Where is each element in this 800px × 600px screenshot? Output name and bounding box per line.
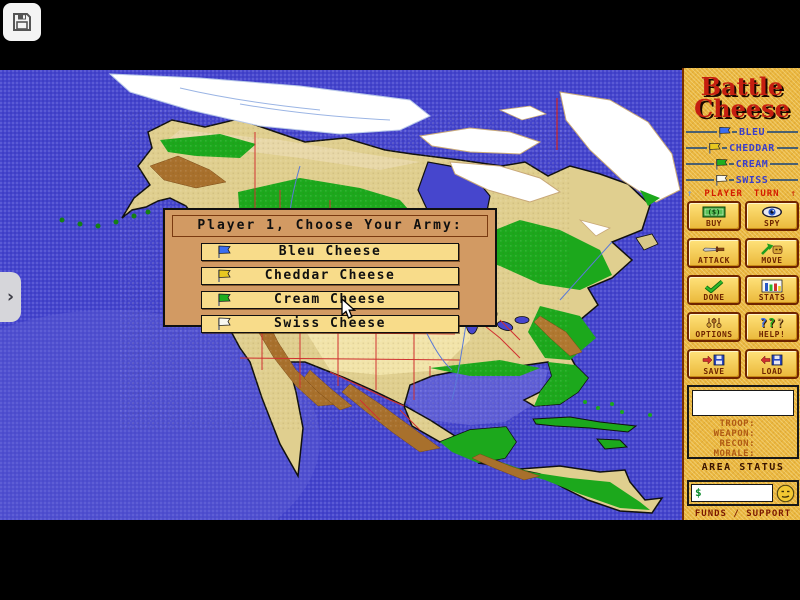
bleu-flag-icon [719, 126, 731, 138]
command-buttons: ($) BUY SPY [687, 201, 799, 379]
options-button[interactable]: OPTIONS [687, 312, 741, 342]
load-button[interactable]: LOAD [745, 349, 799, 379]
done-button[interactable]: DONE [687, 275, 741, 305]
chevron-right-icon: › [6, 287, 14, 307]
recon-field-label: RECON: [719, 439, 755, 449]
arrow-satchel-icon [760, 242, 784, 256]
funds-caption: FUNDS / SUPPORT [694, 509, 792, 519]
spy-button[interactable]: SPY [745, 201, 799, 231]
swiss-flag-icon [218, 317, 231, 330]
legend-row-cream: CREAM [684, 156, 800, 172]
area-status-fields: TROOP: WEAPON: RECON: MORALE: [689, 419, 797, 459]
cream-flag-icon [218, 293, 231, 306]
question-marks-icon: ??? [759, 315, 785, 330]
game-window: Battle Cheese BLEU [0, 68, 800, 520]
army-legend: BLEU CHEDDAR [684, 124, 800, 188]
help-button[interactable]: ??? HELP! [745, 312, 799, 342]
save-button[interactable]: SAVE [687, 349, 741, 379]
sidebar-expand-chevron[interactable]: › [0, 272, 21, 322]
map-arctic-ice [108, 73, 681, 237]
support-smiley-icon [776, 484, 795, 502]
arrow-right-floppy-icon [702, 353, 726, 367]
dialog-title: Player 1, Choose Your Army: [172, 215, 488, 237]
buy-button[interactable]: ($) BUY [687, 201, 741, 231]
eye-icon [760, 205, 784, 219]
player-turn-bar: ↑ PLAYER TURN ↑ [684, 188, 800, 200]
area-status-panel: TROOP: WEAPON: RECON: MORALE: [687, 385, 799, 459]
game-title-line2: Cheese [694, 94, 790, 123]
funds-value-display: $ [691, 484, 773, 502]
overlay-save-button[interactable] [3, 3, 41, 41]
floppy-icon [13, 13, 31, 31]
cream-cheese-option[interactable]: Cream Cheese [201, 291, 459, 309]
dialog-options: Bleu Cheese Cheddar Cheese Cream Cheese [165, 242, 495, 333]
swiss-flag-icon [715, 174, 728, 186]
weapon-field-label: WEAPON: [713, 429, 755, 439]
player-label: PLAYER [704, 189, 743, 199]
cheddar-flag-icon [218, 269, 231, 282]
area-status-display [692, 390, 794, 416]
legend-row-bleu: BLEU [684, 124, 800, 140]
swiss-cheese-option[interactable]: Swiss Cheese [201, 315, 459, 333]
checkmark-icon [702, 279, 726, 293]
player-arrow-icon: ↑ [687, 188, 694, 199]
bleu-cheese-option[interactable]: Bleu Cheese [201, 243, 459, 261]
money-icon: ($) [702, 205, 726, 219]
game-title-line1: Battle [700, 72, 784, 101]
attack-button[interactable]: ATTACK [687, 238, 741, 268]
sliders-icon [702, 316, 726, 330]
troop-field-label: TROOP: [719, 419, 755, 429]
stats-button[interactable]: STATS [745, 275, 799, 305]
funds-panel: $ [687, 480, 799, 506]
area-status-caption: AREA STATUS [701, 462, 785, 473]
bar-chart-icon [760, 279, 784, 293]
arrow-left-floppy-icon [760, 353, 784, 367]
turn-arrow-icon: ↑ [790, 188, 797, 199]
sidebar: Battle Cheese BLEU [682, 68, 800, 520]
cheddar-cheese-option[interactable]: Cheddar Cheese [201, 267, 459, 285]
choose-army-dialog: Player 1, Choose Your Army: Bleu Cheese … [163, 208, 497, 333]
svg-text:($): ($) [708, 208, 721, 216]
turn-label: TURN [753, 189, 780, 199]
legend-label-swiss: SWISS [735, 174, 769, 186]
legend-row-cheddar: CHEDDAR [684, 140, 800, 156]
game-title: Battle Cheese [684, 72, 800, 123]
move-button[interactable]: MOVE [745, 238, 799, 268]
sword-icon [702, 242, 726, 256]
morale-field-label: MORALE: [713, 449, 755, 459]
legend-label-bleu: BLEU [738, 126, 766, 138]
cream-flag-icon [715, 158, 728, 170]
legend-label-cheddar: CHEDDAR [729, 142, 775, 154]
cheddar-flag-icon [709, 142, 721, 154]
legend-label-cream: CREAM [735, 158, 769, 170]
bleu-flag-icon [218, 245, 231, 258]
legend-row-swiss: SWISS [684, 172, 800, 188]
